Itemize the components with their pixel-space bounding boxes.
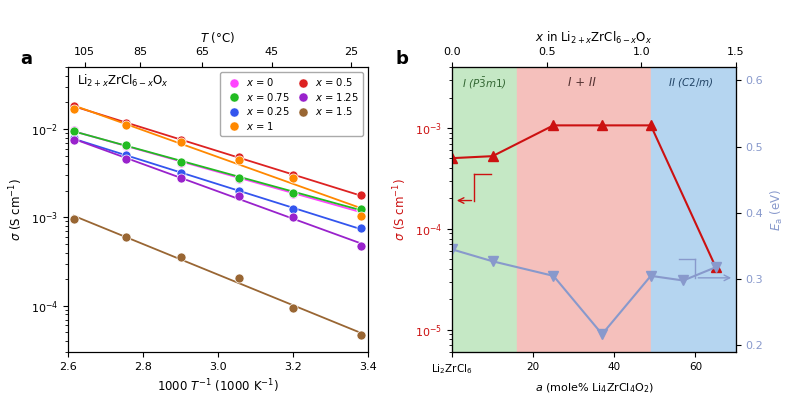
Y-axis label: $\sigma$ (S cm$^{-1}$): $\sigma$ (S cm$^{-1}$) [392, 178, 410, 241]
Text: II ($C2/m$): II ($C2/m$) [669, 76, 714, 89]
Text: I + II: I + II [568, 76, 596, 89]
Bar [517, 67, 651, 352]
Text: b: b [395, 50, 408, 68]
Bar [651, 67, 736, 352]
Text: I ($P\bar{3}m1$): I ($P\bar{3}m1$) [462, 76, 507, 91]
X-axis label: 1000 $T^{-1}$ (1000 K$^{-1}$): 1000 $T^{-1}$ (1000 K$^{-1}$) [157, 377, 279, 395]
Y-axis label: $\sigma$ (S cm$^{-1}$): $\sigma$ (S cm$^{-1}$) [8, 178, 26, 241]
Text: a: a [20, 50, 32, 68]
Legend: $x$ = 0, $x$ = 0.75, $x$ = 0.25, $x$ = 1, $x$ = 0.5, $x$ = 1.25, $x$ = 1.5: $x$ = 0, $x$ = 0.75, $x$ = 0.25, $x$ = 1… [220, 72, 363, 136]
X-axis label: $T$ (°C): $T$ (°C) [201, 30, 235, 45]
Y-axis label: $E_{\mathrm{a}}$ (eV): $E_{\mathrm{a}}$ (eV) [769, 188, 785, 231]
Bar [452, 67, 517, 352]
X-axis label: $a$ (mole% Li$_4$ZrCl$_4$O$_2$): $a$ (mole% Li$_4$ZrCl$_4$O$_2$) [534, 381, 654, 395]
X-axis label: $x$ in Li$_{2+x}$ZrCl$_{6-x}$O$_x$: $x$ in Li$_{2+x}$ZrCl$_{6-x}$O$_x$ [535, 30, 653, 46]
Text: Li$_{2+x}$ZrCl$_{6-x}$O$_x$: Li$_{2+x}$ZrCl$_{6-x}$O$_x$ [77, 73, 169, 89]
